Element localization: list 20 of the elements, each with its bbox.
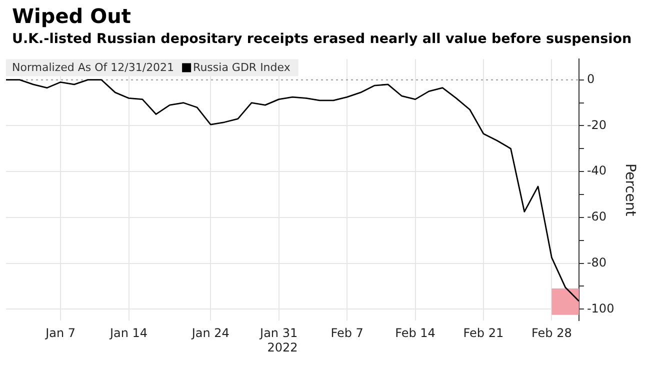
x-tick-label: Feb 7	[330, 326, 364, 340]
y-tick-label: 0	[586, 72, 595, 86]
x-tick-label: Jan 14	[108, 326, 148, 340]
x-tick-label: Feb 21	[463, 326, 504, 340]
y-tick-label: -60	[586, 210, 607, 224]
x-tick-label: Feb 28	[532, 326, 572, 340]
y-tick-label: -20	[586, 118, 607, 132]
y-tick-label: -80	[586, 255, 607, 270]
y-axis-title: Percent	[622, 164, 638, 217]
x-tick-label: Jan 7	[44, 326, 76, 340]
chart-title: Wiped Out	[11, 3, 132, 28]
y-tick-label: -100	[586, 301, 614, 316]
legend-title: Normalized As Of 12/31/2021	[12, 61, 174, 74]
chart-subtitle: U.K.-listed Russian depositary receipts erased nearly all value before suspension	[11, 30, 633, 47]
legend-label: Russia GDR Index	[193, 61, 291, 74]
y-tick-label: -40	[586, 164, 607, 178]
text: 2022	[267, 340, 298, 355]
x-tick-label: Feb 14	[395, 326, 436, 340]
x-tick-label: Jan 31	[259, 326, 298, 340]
x-tick-label: Jan 24	[190, 326, 230, 340]
